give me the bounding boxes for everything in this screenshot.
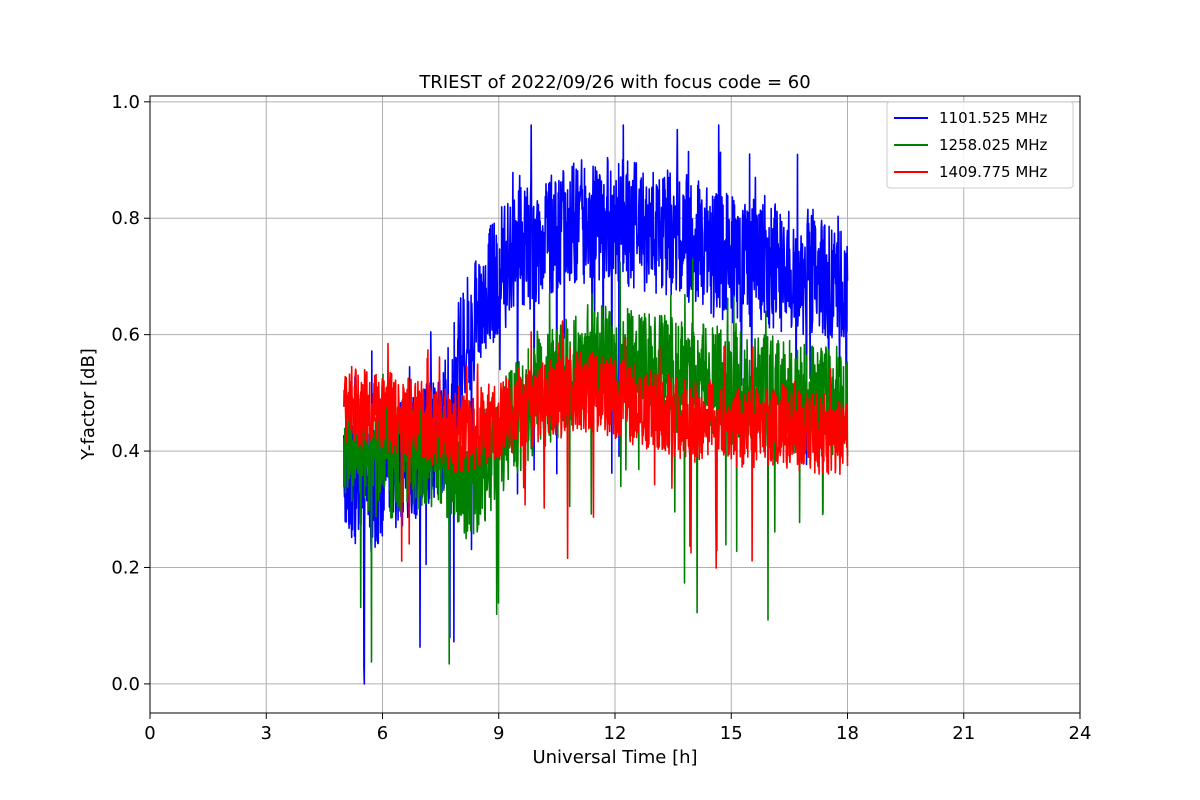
x-tick-label: 21 [952,723,975,744]
x-tick-label: 15 [720,723,743,744]
legend-box [886,101,1074,189]
x-tick-label: 9 [493,723,504,744]
x-tick-label: 12 [604,723,627,744]
y-tick-label: 0.2 [111,557,140,578]
y-tick-label: 0.8 [111,208,140,229]
legend-label: 1258.025 MHz [939,136,1048,154]
chart-title: TRIEST of 2022/09/26 with focus code = 6… [418,72,810,93]
x-axis-label: Universal Time [h] [532,747,697,768]
y-tick-label: 0.6 [111,325,140,346]
y-tick-label: 1.0 [111,92,140,113]
x-tick-label: 6 [377,723,388,744]
y-axis: 0.0 0.2 0.4 0.6 0.8 1.0 [111,92,150,695]
x-tick-label: 0 [144,723,155,744]
series-line-3 [343,320,849,569]
x-tick-label: 18 [836,723,859,744]
y-tick-label: 0.0 [111,674,140,695]
legend-label: 1101.525 MHz [939,109,1048,127]
x-tick-label: 24 [1069,723,1092,744]
y-tick-label: 0.4 [111,441,140,462]
x-tick-label: 3 [261,723,272,744]
x-axis: 0 3 6 9 12 15 18 21 24 [144,713,1091,744]
legend: 1101.525 MHz 1258.025 MHz 1409.775 MHz [886,101,1074,189]
y-axis-label: Y-factor [dB] [78,348,99,461]
legend-label: 1409.775 MHz [939,163,1048,181]
series-layer [343,124,849,685]
